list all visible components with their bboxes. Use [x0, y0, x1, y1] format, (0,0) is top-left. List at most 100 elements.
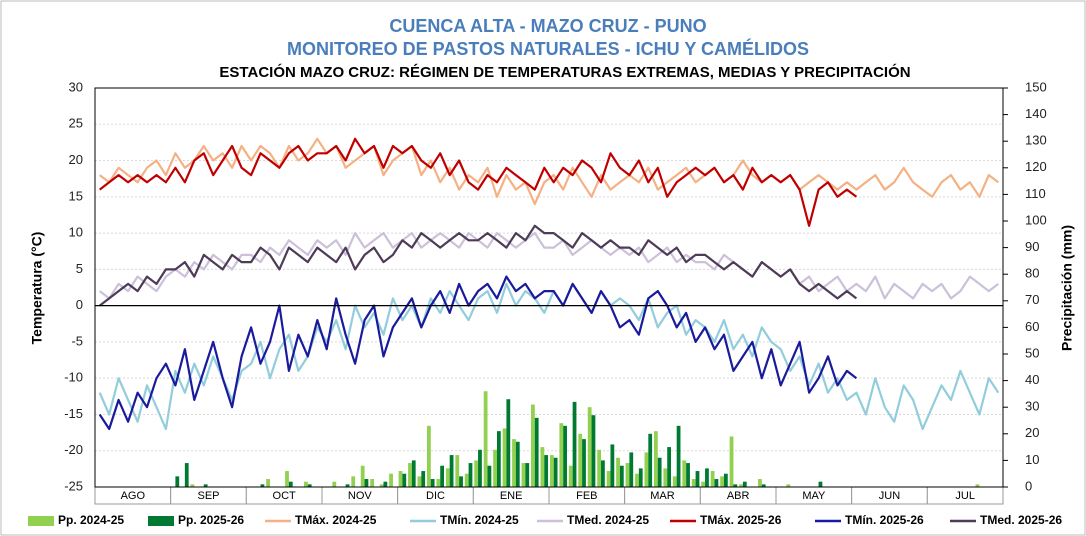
precip-bar [657, 457, 662, 487]
precip-bar [563, 425, 567, 487]
x-tick-label: FEB [576, 490, 597, 502]
precip-bar [534, 417, 539, 487]
x-tick-label: JUL [955, 490, 975, 502]
precip-bar [464, 473, 469, 487]
precip-bar [430, 479, 435, 487]
precip-bar [629, 452, 634, 487]
y-tick-label: 25 [69, 116, 83, 131]
precip-bar [426, 425, 431, 487]
precip-bar [601, 460, 605, 487]
precip-bar [676, 425, 681, 487]
precip-bar [408, 463, 412, 487]
precip-bar [260, 484, 265, 487]
x-tick-label: JUN [879, 490, 900, 502]
precip-bar [288, 481, 293, 487]
precip-bar [591, 415, 596, 487]
precip-bar [616, 457, 620, 487]
x-tick-label: ENE [500, 490, 523, 502]
precip-bar [635, 473, 639, 487]
y-tick-label: -25 [64, 478, 83, 493]
precip-bar [184, 463, 189, 487]
precip-bar [739, 484, 743, 487]
precip-bar [531, 404, 535, 487]
y2-tick-label: 80 [1025, 266, 1039, 281]
precip-bar [487, 465, 492, 487]
precip-bar [606, 471, 611, 487]
legend-label: TMín. 2024-25 [440, 513, 519, 527]
y2-tick-label: 110 [1025, 186, 1046, 201]
precip-bar [468, 463, 473, 487]
precip-bar [383, 481, 388, 487]
chart-heading: ESTACIÓN MAZO CRUZ: RÉGIMEN DE TEMPERATU… [219, 63, 910, 81]
precip-bar [379, 484, 384, 487]
y-tick-label: 10 [69, 225, 83, 240]
precip-bar [587, 407, 592, 487]
legend-label: TMed. 2025-26 [980, 513, 1062, 527]
y2-tick-label: 30 [1025, 399, 1039, 414]
precip-bar [345, 484, 350, 487]
temp-line [98, 275, 858, 431]
precip-bar [610, 444, 615, 487]
precip-bar [445, 468, 450, 487]
x-tick-label: OCT [273, 490, 297, 502]
precip-bar [370, 479, 375, 487]
x-tick-label: DIC [426, 490, 445, 502]
y2-tick-label: 120 [1025, 159, 1047, 174]
precip-bar [720, 476, 724, 487]
y2-tick-label: 0 [1025, 478, 1032, 493]
y-tick-label: 30 [69, 79, 83, 94]
precip-bar [175, 476, 180, 487]
precip-bar [440, 465, 445, 487]
y2-tick-label: 100 [1025, 212, 1047, 227]
x-tick-label: AGO [121, 490, 146, 502]
precip-bar [521, 463, 526, 487]
precip-bar [578, 433, 583, 487]
precip-bar [307, 484, 312, 487]
precip-bar [417, 476, 422, 487]
precip-bar [544, 455, 549, 487]
y-tick-label: 0 [76, 297, 83, 312]
precip-bar [449, 455, 454, 487]
precip-bar [686, 463, 690, 487]
precip-bar [667, 447, 672, 487]
y-tick-label: 20 [69, 152, 83, 167]
precip-bar [478, 449, 482, 487]
precip-bar [332, 481, 337, 487]
precip-bar [203, 484, 208, 487]
precip-bar [436, 479, 441, 487]
precip-bar [421, 471, 426, 487]
precip-bar [619, 465, 624, 487]
precip-bar [266, 479, 270, 487]
precip-bar [729, 436, 734, 487]
precip-bar [975, 484, 980, 487]
precip-bar [351, 476, 356, 487]
legend-label: Pp. 2025-26 [178, 513, 244, 527]
y2-tick-label: 10 [1025, 452, 1039, 467]
precip-bar [190, 484, 195, 487]
legend-swatch [148, 516, 174, 526]
y-axis-label: Temperatura (°C) [29, 232, 45, 345]
precip-bar [733, 484, 738, 487]
temp-line [99, 232, 999, 300]
precip-bar [515, 441, 520, 487]
precip-bar [285, 471, 289, 487]
chart-title: CUENCA ALTA - MAZO CRUZ - PUNO [389, 16, 706, 36]
legend-label: TMáx. 2024-25 [295, 513, 377, 527]
legend-label: TMáx. 2025-26 [700, 513, 782, 527]
y2-tick-label: 90 [1025, 239, 1039, 254]
precip-bar [364, 479, 369, 487]
precip-bar [540, 447, 545, 487]
precip-bar [360, 465, 365, 487]
precip-bar [648, 433, 653, 487]
precip-bar [553, 457, 558, 487]
legend-swatch [28, 516, 54, 526]
y2-tick-label: 140 [1025, 106, 1047, 121]
precip-bar [455, 455, 460, 487]
precip-bar [483, 391, 488, 487]
y-tick-label: -20 [64, 442, 83, 457]
y-tick-label: -15 [64, 406, 83, 421]
precip-bar [525, 463, 530, 487]
precip-bar [672, 476, 677, 487]
precip-bar [653, 431, 658, 487]
